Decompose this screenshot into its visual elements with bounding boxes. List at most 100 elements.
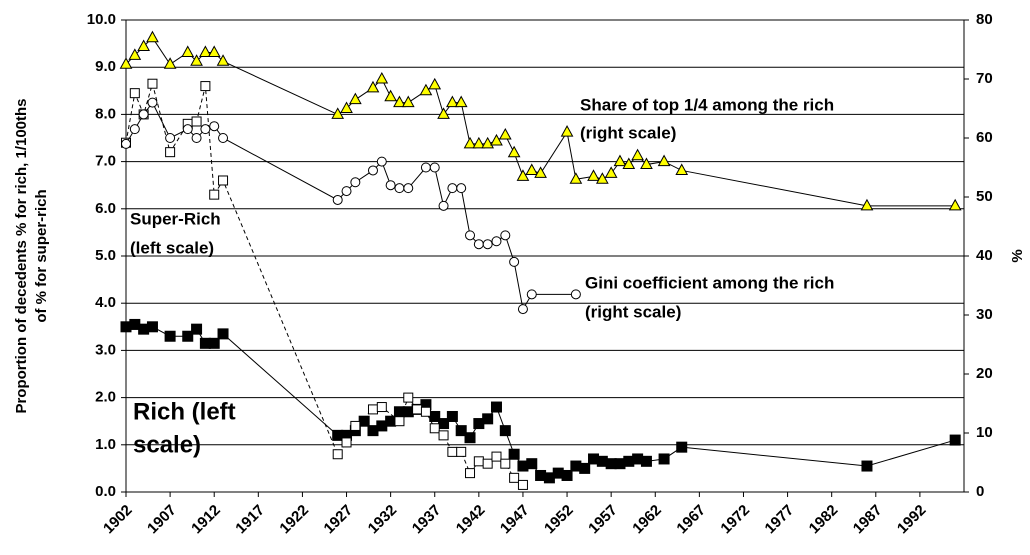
marker	[507, 145, 521, 158]
marker	[429, 423, 440, 434]
marker	[385, 180, 396, 191]
marker	[949, 434, 961, 446]
marker	[526, 458, 538, 470]
y2-tick-label: 80	[976, 11, 993, 28]
marker	[403, 183, 414, 194]
marker	[490, 133, 503, 146]
series-line	[125, 323, 956, 479]
marker	[640, 157, 653, 170]
marker	[129, 124, 140, 135]
marker	[498, 128, 512, 140]
x-tick-label: 1932	[365, 502, 401, 538]
marker	[465, 230, 476, 241]
marker	[209, 189, 220, 200]
y2-tick-label: 70	[976, 70, 993, 87]
marker	[376, 402, 387, 413]
marker	[394, 416, 405, 427]
marker	[349, 92, 362, 105]
y-tick-label: 10.0	[87, 11, 116, 28]
marker	[163, 57, 177, 69]
marker	[560, 125, 574, 137]
marker	[384, 89, 397, 102]
y-axis-label: of % for super-rich	[33, 189, 50, 322]
marker	[147, 78, 158, 89]
marker	[350, 177, 361, 188]
marker	[119, 57, 133, 69]
marker	[420, 406, 431, 417]
marker	[191, 116, 202, 127]
marker	[464, 432, 476, 444]
marker	[463, 136, 477, 149]
marker	[367, 165, 378, 176]
marker	[367, 404, 378, 415]
x-tick-label: 1942	[453, 502, 489, 538]
marker	[456, 446, 467, 457]
marker	[861, 460, 873, 472]
marker	[509, 256, 520, 267]
marker	[860, 198, 874, 211]
y2-tick-label: 40	[976, 247, 993, 264]
marker	[375, 71, 389, 84]
marker	[948, 198, 962, 211]
marker	[182, 124, 193, 135]
marker	[517, 479, 528, 490]
marker	[164, 330, 176, 342]
marker	[341, 186, 352, 197]
y-tick-label: 5.0	[95, 247, 116, 264]
marker	[438, 200, 449, 211]
x-tick-label: 1902	[100, 502, 136, 538]
marker	[491, 236, 502, 247]
marker	[129, 88, 140, 99]
marker	[456, 183, 467, 194]
marker	[376, 156, 387, 167]
marker	[438, 430, 449, 441]
marker	[393, 95, 406, 108]
y2-tick-label: 30	[976, 306, 993, 323]
marker	[516, 169, 530, 181]
marker	[208, 337, 220, 349]
y-tick-label: 6.0	[95, 200, 116, 217]
marker	[341, 437, 352, 448]
marker	[490, 401, 502, 413]
marker	[350, 420, 361, 431]
marker	[508, 448, 520, 460]
marker	[465, 468, 476, 479]
marker	[121, 138, 131, 149]
x-tick-label: 1922	[276, 502, 312, 538]
y-tick-label: 9.0	[95, 58, 116, 75]
marker	[420, 162, 431, 173]
marker	[473, 239, 484, 250]
annotation: Gini coefficient among the rich	[585, 273, 834, 292]
marker	[570, 289, 581, 300]
x-tick-label: 1937	[409, 502, 445, 538]
marker	[216, 54, 230, 66]
marker	[437, 107, 450, 119]
y-tick-label: 4.0	[95, 294, 116, 311]
marker	[191, 323, 203, 335]
y2-tick-label: 20	[976, 365, 993, 382]
y2-tick-label: 0	[976, 483, 984, 500]
x-tick-label: 1927	[321, 502, 357, 538]
annotation: (left scale)	[130, 238, 214, 257]
marker	[138, 109, 149, 120]
marker	[190, 54, 203, 66]
x-tick-label: 1957	[585, 502, 621, 538]
annotation: (right scale)	[585, 302, 681, 321]
marker	[428, 77, 442, 90]
marker	[182, 330, 194, 342]
marker	[500, 458, 511, 469]
marker	[385, 415, 397, 427]
y2-tick-label: 50	[976, 188, 993, 205]
marker	[622, 157, 636, 170]
marker	[561, 469, 573, 481]
marker	[517, 304, 528, 315]
x-tick-label: 1917	[232, 502, 268, 538]
marker	[165, 147, 176, 158]
marker	[403, 392, 414, 403]
marker	[412, 404, 423, 415]
annotation: (right scale)	[580, 123, 676, 142]
annotation: Share of top 1/4 among the rich	[580, 95, 834, 114]
marker	[482, 458, 493, 469]
y2-axis-label: %	[1009, 249, 1026, 262]
marker	[482, 413, 494, 425]
